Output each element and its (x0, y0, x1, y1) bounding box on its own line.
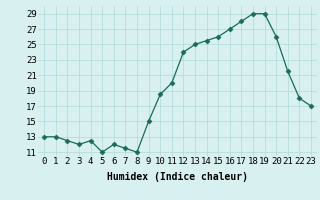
X-axis label: Humidex (Indice chaleur): Humidex (Indice chaleur) (107, 172, 248, 182)
